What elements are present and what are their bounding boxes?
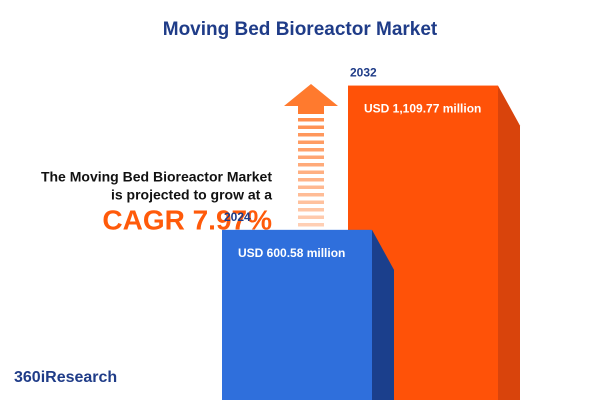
arrow-stripe [298,178,324,182]
arrow-stripe [298,223,324,227]
brand-logo: 360iResearch [14,369,117,386]
bar [222,229,372,400]
arrow-stripe [298,140,324,144]
arrow-stripe [298,193,324,197]
bar-side [372,229,394,400]
description-line: is projected to grow at a [111,187,272,203]
arrow-stripe [298,200,324,204]
arrow-stripe [298,118,324,122]
arrow-stripe [298,163,324,167]
category-label: 2024 [224,210,251,224]
arrow-stripe [298,215,324,219]
description-line: The Moving Bed Bioreactor Market [41,169,272,185]
arrow-stripe [298,133,324,137]
category-label: 2032 [350,66,377,80]
arrow-stripe [298,148,324,152]
bar-side [498,85,520,400]
arrow-head [284,84,338,114]
arrow-stripe [298,170,324,174]
value-label: USD 600.58 million [238,246,345,260]
arrow-stripe [298,208,324,212]
chart-title: Moving Bed Bioreactor Market [163,19,438,40]
arrow-stripe [298,185,324,189]
arrow-stripe [298,155,324,159]
value-label: USD 1,109.77 million [364,102,481,116]
arrow-stripe [298,125,324,129]
